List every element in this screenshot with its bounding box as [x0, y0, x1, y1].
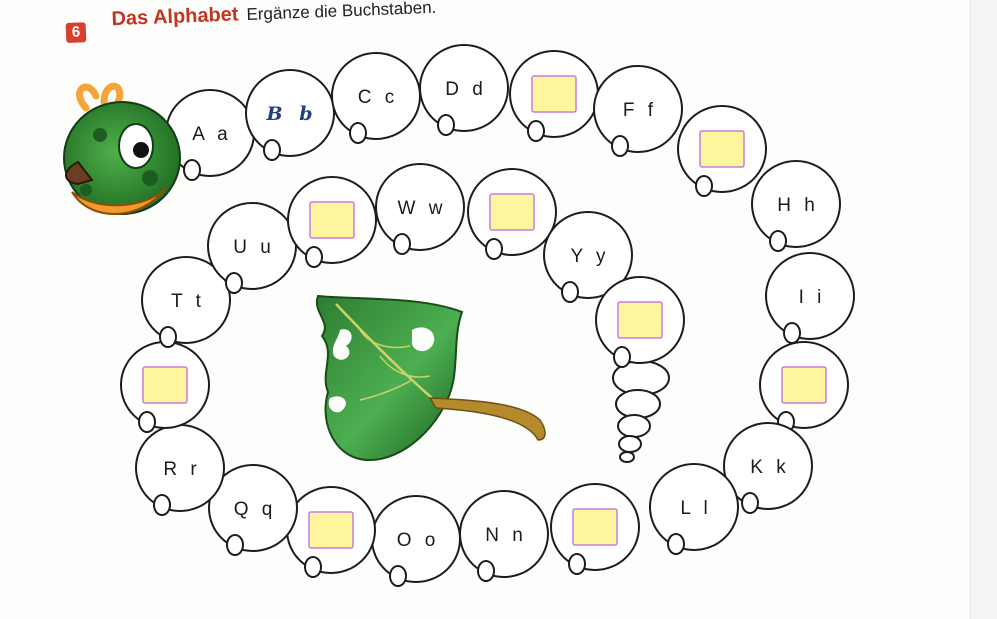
caterpillar-head	[63, 82, 181, 215]
segment-letter-h: H h	[777, 195, 819, 216]
segment-letter-w: W w	[398, 198, 447, 219]
caterpillar-segment-s[interactable]	[120, 341, 210, 433]
caterpillar-segment-f: F f	[593, 65, 683, 157]
answer-box-p[interactable]	[308, 511, 354, 549]
caterpillar-segment-x[interactable]	[467, 168, 557, 260]
segment-foot	[741, 492, 759, 514]
segment-foot	[304, 556, 322, 578]
segment-letter-k: K k	[750, 457, 789, 478]
segment-letter-d: D d	[445, 79, 487, 100]
caterpillar-segment-n: N n	[459, 490, 549, 582]
segment-letter-f: F f	[623, 100, 657, 121]
caterpillar-segment-t: T t	[141, 256, 231, 348]
caterpillar-segment-b: B b	[245, 69, 335, 161]
caterpillar-segment-e[interactable]	[509, 50, 599, 142]
antenna-left-icon	[76, 83, 100, 112]
segment-foot	[769, 230, 787, 252]
caterpillar-segment-g[interactable]	[677, 105, 767, 197]
segment-letter-a: A a	[192, 124, 231, 145]
segment-foot	[667, 533, 685, 555]
segment-foot	[477, 560, 495, 582]
caterpillar-segment-u: U u	[207, 202, 297, 294]
caterpillar-segment-r: R r	[135, 424, 225, 516]
segment-foot	[389, 565, 407, 587]
segment-letter-u: U u	[233, 237, 275, 258]
answer-box-x[interactable]	[489, 193, 535, 231]
caterpillar-segment-k: K k	[723, 422, 813, 514]
answer-box-g[interactable]	[699, 130, 745, 168]
worksheet-page: 6 Das Alphabet Ergänze die Buchstaben. A	[63, 0, 855, 587]
caterpillar-segment-w: W w	[375, 163, 465, 255]
leaf-stem	[428, 397, 546, 441]
segment-letter-n: N n	[485, 525, 527, 546]
answer-box-z[interactable]	[617, 301, 663, 339]
segment-foot	[183, 159, 201, 181]
caterpillar-board: A a B b C c D d F f H h I i K k L l N n O o Q q R r T…	[63, 44, 855, 587]
caterpillar-segment-l: L l	[649, 463, 739, 555]
caterpillar-segment-y: Y y	[543, 211, 633, 303]
caterpillar-segment-c: C c	[331, 52, 421, 144]
caterpillar-segment-z[interactable]	[595, 276, 685, 368]
segment-foot	[349, 122, 367, 144]
segment-letter-b: B b	[266, 103, 318, 125]
caterpillar-segments: A a B b C c D d F f H h I i K k L l N n O o Q q R r T…	[120, 44, 855, 587]
caterpillar-segment-i: I i	[765, 252, 855, 344]
segment-foot	[225, 272, 243, 294]
caterpillar-segment-d: D d	[419, 44, 509, 136]
caterpillar-segment-m[interactable]	[550, 483, 640, 575]
segment-foot	[437, 114, 455, 136]
answer-box-v[interactable]	[309, 201, 355, 239]
segment-foot	[159, 326, 177, 348]
segment-letter-o: O o	[397, 530, 440, 551]
caterpillar-mouth-icon	[71, 187, 167, 215]
segment-foot	[561, 281, 579, 303]
segment-foot	[393, 233, 411, 255]
segment-foot	[226, 534, 244, 556]
segment-letter-t: T t	[171, 291, 205, 312]
caterpillar-nose-icon	[65, 160, 94, 186]
segment-letter-c: C c	[358, 87, 399, 108]
caterpillar-segment-j[interactable]	[759, 341, 849, 433]
segment-foot	[485, 238, 503, 260]
caterpillar-segment-q: Q q	[208, 464, 298, 556]
answer-box-m[interactable]	[572, 508, 618, 546]
segment-foot	[263, 139, 281, 161]
segment-letter-r: R r	[163, 459, 200, 480]
segment-foot	[783, 322, 801, 344]
answer-box-e[interactable]	[531, 75, 577, 113]
caterpillar-tail	[612, 360, 670, 463]
caterpillar-segment-v[interactable]	[287, 176, 377, 268]
segment-foot	[568, 553, 586, 575]
segment-foot	[527, 120, 545, 142]
caterpillar-segment-h: H h	[751, 160, 841, 252]
segment-foot	[611, 135, 629, 157]
segment-foot	[613, 346, 631, 368]
caterpillar-segment-p[interactable]	[286, 486, 376, 578]
leaf-illustration	[315, 294, 546, 461]
answer-box-j[interactable]	[781, 366, 827, 404]
segment-foot	[305, 246, 323, 268]
answer-box-s[interactable]	[142, 366, 188, 404]
segment-foot	[153, 494, 171, 516]
segment-letter-l: L l	[680, 498, 711, 519]
segment-letter-y: Y y	[570, 246, 609, 267]
segment-foot	[695, 175, 713, 197]
segment-letter-i: I i	[799, 287, 826, 308]
caterpillar-segment-o: O o	[371, 495, 461, 587]
antenna-right-icon	[100, 82, 124, 106]
page-margin-strip	[970, 0, 997, 619]
segment-letter-q: Q q	[234, 499, 277, 520]
segment-foot	[138, 411, 156, 433]
